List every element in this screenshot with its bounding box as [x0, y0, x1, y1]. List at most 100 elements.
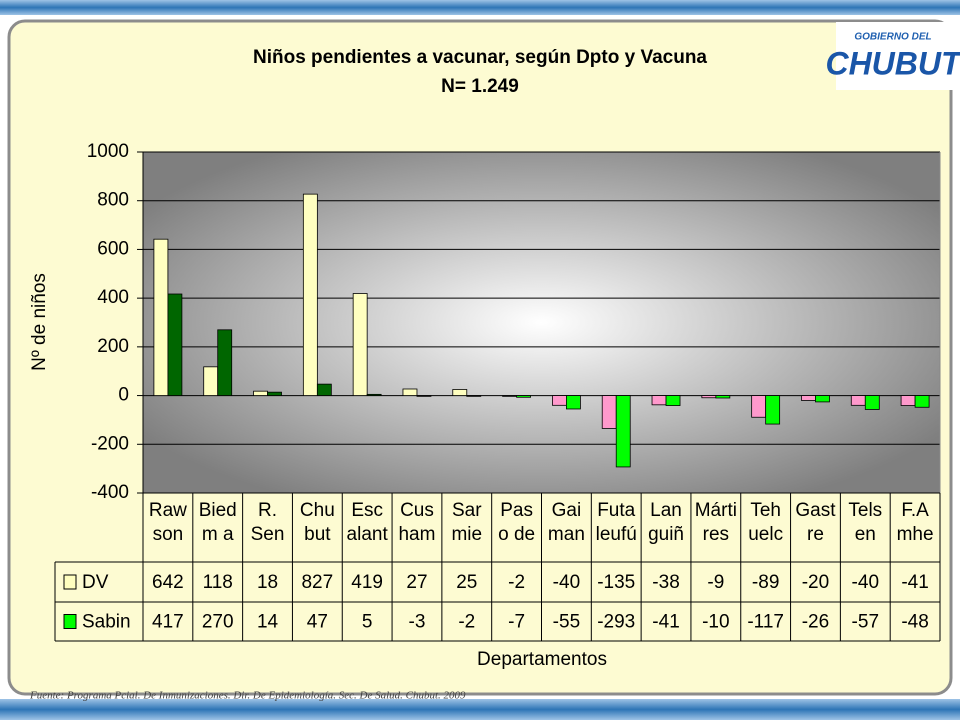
chart-title: Niños pendientes a vacunar, según Dpto y…: [253, 47, 707, 68]
x-tick-label: Cus ham: [398, 500, 436, 545]
bar: [416, 395, 432, 397]
value-label: -48: [901, 612, 928, 633]
bar: [751, 395, 767, 418]
value-label: 47: [307, 612, 328, 633]
y-tick-label: 800: [97, 190, 129, 211]
bar: [352, 293, 368, 396]
x-tick-label: Lan guiñ: [648, 500, 684, 545]
bar: [815, 395, 830, 403]
value-label: -2: [508, 572, 525, 593]
y-tick-label: -400: [91, 482, 129, 503]
x-tick-label: Pas o de: [498, 500, 536, 545]
value-label: -117: [747, 612, 784, 633]
bottom-band: [0, 699, 960, 720]
value-label: -26: [802, 612, 829, 633]
bar: [466, 395, 482, 397]
bar: [516, 395, 531, 398]
top-band: [0, 0, 960, 15]
bar: [316, 383, 332, 396]
x-tick-label: Teh uelc: [748, 500, 784, 545]
plot-area: [143, 152, 940, 493]
value-label: -10: [702, 612, 729, 633]
x-tick-label: Raw son: [148, 500, 187, 545]
value-label: -7: [508, 612, 525, 633]
value-label: -293: [597, 612, 635, 633]
value-label: -57: [852, 612, 879, 633]
bar: [552, 395, 567, 406]
value-label: 417: [152, 612, 184, 633]
y-tick-label: -200: [91, 433, 129, 454]
bar: [864, 395, 880, 410]
x-axis-label: Departamentos: [477, 649, 607, 670]
x-tick-label: Gai man: [547, 500, 585, 545]
value-label: -40: [553, 572, 580, 593]
chart-subtitle: N= 1.249: [441, 76, 519, 97]
value-label: 419: [351, 572, 383, 593]
logo-box: [836, 22, 954, 90]
bar: [203, 366, 219, 396]
bar: [253, 390, 268, 396]
value-label: 827: [301, 572, 333, 593]
value-label: -38: [652, 572, 679, 593]
x-tick-label: Chu but: [299, 500, 335, 545]
bar: [914, 395, 930, 408]
y-tick-label: 600: [97, 238, 129, 259]
x-tick-label: Esc alant: [346, 500, 388, 545]
bar: [402, 388, 418, 396]
value-label: 270: [202, 612, 234, 633]
value-label: -89: [752, 572, 779, 593]
value-label: -41: [901, 572, 928, 593]
bar: [615, 395, 631, 468]
legend-key: [63, 574, 77, 590]
bar: [302, 193, 318, 396]
bar: [167, 293, 183, 396]
value-label: 25: [456, 572, 477, 593]
bar: [601, 395, 617, 429]
x-tick-label: Futa leufú: [595, 500, 637, 545]
x-tick-label: F.A mhe: [896, 500, 934, 545]
value-label: -2: [458, 612, 475, 633]
bar: [715, 395, 731, 399]
x-tick-label: R. Sen: [250, 500, 285, 545]
value-label: 27: [406, 572, 427, 593]
value-label: 14: [257, 612, 279, 633]
value-label: -40: [852, 572, 879, 593]
bar: [153, 238, 169, 396]
y-tick-label: 200: [97, 336, 129, 357]
bar: [665, 395, 681, 406]
bar: [267, 391, 282, 396]
value-label: 118: [203, 572, 233, 593]
value-label: -3: [409, 612, 426, 633]
bar: [366, 393, 382, 396]
bar: [701, 395, 717, 399]
value-label: 18: [257, 572, 278, 593]
bar: [850, 395, 866, 406]
value-label: -9: [707, 572, 724, 593]
x-tick-label: Sar mie: [451, 500, 483, 545]
y-axis-label: Nº de niños: [29, 273, 50, 371]
value-label: -135: [597, 572, 635, 593]
bar: [900, 395, 916, 406]
bar: [765, 395, 781, 425]
bar: [651, 395, 667, 406]
logo-top: GOBIERNO DEL: [854, 32, 931, 43]
y-tick-label: 1000: [87, 141, 129, 162]
x-tick-label: Gast re: [795, 500, 836, 545]
value-label: 5: [362, 612, 373, 633]
y-tick-label: 400: [97, 287, 129, 308]
bar: [502, 395, 517, 397]
bar: [452, 389, 468, 396]
x-tick-label: Márti res: [694, 500, 737, 545]
x-tick-label: Tels en: [848, 500, 883, 545]
legend-label: Sabin: [82, 612, 131, 633]
value-label: 642: [152, 572, 184, 593]
footer: Fuente: Programa Pcial. De Inmunizacione…: [29, 690, 466, 702]
y-tick-label: 0: [118, 385, 129, 406]
logo-main: CHUBUT: [825, 45, 960, 81]
legend-key: [63, 614, 77, 629]
bar: [801, 395, 816, 401]
bar: [217, 329, 233, 396]
value-label: -55: [553, 612, 580, 633]
